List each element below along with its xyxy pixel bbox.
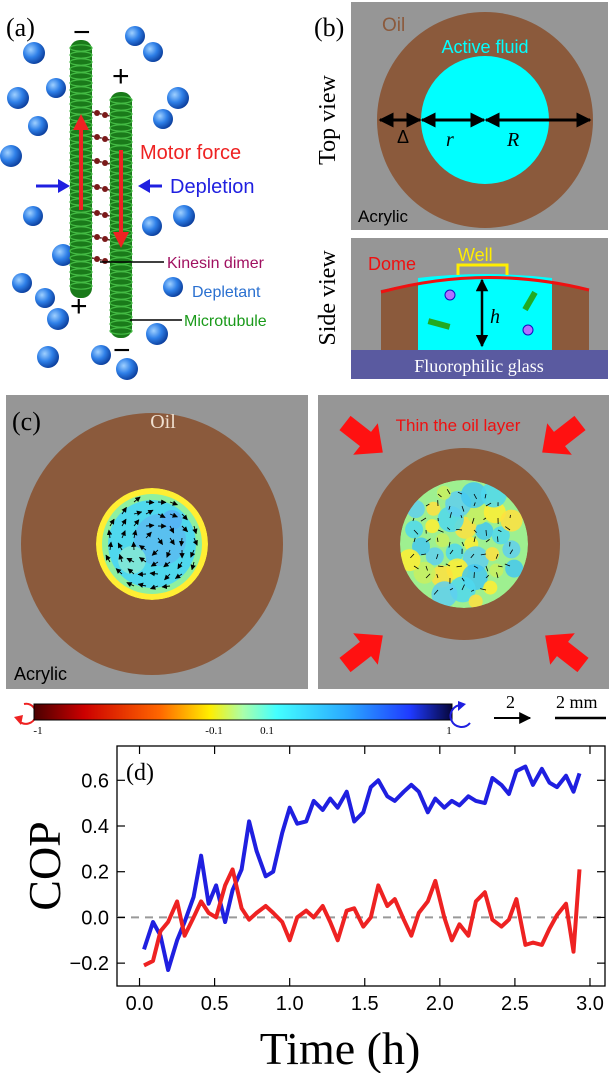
depletant-sphere xyxy=(47,308,69,330)
panel-c-left-vectors xyxy=(105,496,198,590)
series-line-0 xyxy=(142,764,582,972)
thin-oil-label: Thin the oil layer xyxy=(396,416,521,435)
panel-a-label: (a) xyxy=(6,13,35,42)
r-label: r xyxy=(446,129,454,151)
top-view-oil-label: Oil xyxy=(382,15,405,36)
kinesin-label: Kinesin dimer xyxy=(167,255,265,272)
side-view-microtubule-2 xyxy=(522,290,538,312)
panel-c-left-heatmap xyxy=(96,488,208,600)
colorbar-tick-1: -0.1 xyxy=(205,725,222,737)
colorbar-gradient xyxy=(33,703,453,721)
depletant-sphere xyxy=(35,288,55,308)
depletant-sphere xyxy=(146,323,168,345)
x-tick-label: 2.0 xyxy=(426,993,454,1015)
side-view-microtubule-1 xyxy=(427,318,451,330)
panel-c-acrylic-label: Acrylic xyxy=(14,664,67,684)
depletant-sphere xyxy=(173,205,195,227)
colorbar-tick-0: -1 xyxy=(33,725,42,737)
fluorophilic-glass xyxy=(351,350,608,379)
depletant-sphere xyxy=(143,42,163,62)
well-label: Well xyxy=(458,245,493,265)
panel-c-right-vectors xyxy=(410,488,514,595)
ccw-rotation-icon xyxy=(14,702,37,725)
depletant-sphere xyxy=(153,109,173,129)
side-view-depletant-2 xyxy=(522,324,534,336)
depletant-sphere xyxy=(12,273,32,293)
series-line-1 xyxy=(143,867,582,968)
depletant-sphere xyxy=(28,116,48,136)
velocity-scale-label: 2 xyxy=(506,692,515,712)
R-label: R xyxy=(506,129,519,151)
polarity-minus-bottom: − xyxy=(113,334,131,367)
well-bracket xyxy=(456,263,509,275)
x-tick-label: 0.0 xyxy=(126,993,154,1015)
depletant-sphere xyxy=(23,42,45,64)
depletant-sphere xyxy=(142,216,162,236)
panel-d-chart: 0.0 0.5 1.0 1.5 2.0 2.5 3.0 −0.2 0.0 0.2 0.4 0.6 (d… xyxy=(19,745,606,1073)
thin-arrows xyxy=(339,415,589,673)
y-tick-label: 0.4 xyxy=(81,816,109,838)
top-view-label: Top view xyxy=(315,75,341,165)
h-label: h xyxy=(490,306,500,328)
colorbar-tick-2: 0.1 xyxy=(260,725,274,737)
length-scale-label: 2 mm xyxy=(556,692,598,712)
dome-curve xyxy=(380,275,590,294)
chart-frame xyxy=(116,745,606,987)
depletant-sphere xyxy=(0,145,22,167)
depletant-sphere xyxy=(52,244,74,266)
polarity-plus-top: + xyxy=(112,60,130,93)
microtubule-label: Microtubule xyxy=(184,313,267,330)
x-tick-label: 1.0 xyxy=(276,993,304,1015)
depletant-sphere xyxy=(7,87,29,109)
panel-c-oil-label: Oil xyxy=(150,411,176,433)
side-view-active-fluid xyxy=(418,274,552,350)
x-tick-label: 1.5 xyxy=(351,993,379,1015)
x-tick-label: 2.5 xyxy=(501,993,529,1015)
kinesin-dimers xyxy=(91,110,111,264)
depletant-sphere xyxy=(37,346,59,368)
motor-force-label: Motor force xyxy=(140,142,241,164)
dome-label: Dome xyxy=(368,254,416,274)
x-tick-label: 0.5 xyxy=(201,993,229,1015)
depletant-sphere xyxy=(125,26,145,46)
depletant-spheres xyxy=(0,26,195,380)
polarity-minus-top: − xyxy=(73,16,91,49)
colorbar-tick-3: 1 xyxy=(446,725,452,737)
x-axis-title: Time (h) xyxy=(260,1023,421,1073)
depletant-sphere xyxy=(46,78,66,98)
y-tick-label: 0.0 xyxy=(81,907,109,929)
depletion-arrow-right xyxy=(138,179,162,193)
side-view-depletant-1 xyxy=(444,289,456,301)
y-tick-label: 0.6 xyxy=(81,770,109,792)
panel-d-label: (d) xyxy=(126,760,154,786)
depletant-label: Depletant xyxy=(192,284,261,301)
y-tick-label: 0.2 xyxy=(81,862,109,884)
depletant-sphere xyxy=(91,345,111,365)
depletion-label: Depletion xyxy=(170,176,255,198)
panel-c: (c) Oil Acrylic Thin the oil layer xyxy=(6,395,609,689)
colorbar: -1 -0.1 0.1 1 2 2 mm xyxy=(14,692,606,737)
depletion-arrow-left xyxy=(36,179,70,193)
panel-a: (a) − + + − Motor forc xyxy=(0,13,267,380)
depletant-sphere xyxy=(23,206,43,226)
glass-label: Fluorophilic glass xyxy=(414,356,544,376)
panel-b: (b) Top view Side view Oil Active fluid … xyxy=(314,2,608,379)
delta-label: Δ xyxy=(397,127,409,147)
depletant-sphere xyxy=(163,277,183,297)
depletant-sphere xyxy=(167,87,189,109)
panel-c-label: (c) xyxy=(12,407,41,436)
y-axis-title: COP xyxy=(19,821,70,910)
side-view-label: Side view xyxy=(315,250,341,346)
cw-rotation-icon xyxy=(449,701,471,728)
panel-b-label: (b) xyxy=(314,13,344,42)
depletant-sphere xyxy=(116,358,138,380)
y-tick-label: −0.2 xyxy=(70,953,109,975)
polarity-plus-bottom: + xyxy=(70,290,88,323)
x-tick-label: 3.0 xyxy=(576,993,604,1015)
top-view-acrylic-label: Acrylic xyxy=(358,207,409,226)
top-view-active-fluid-label: Active fluid xyxy=(441,37,528,57)
